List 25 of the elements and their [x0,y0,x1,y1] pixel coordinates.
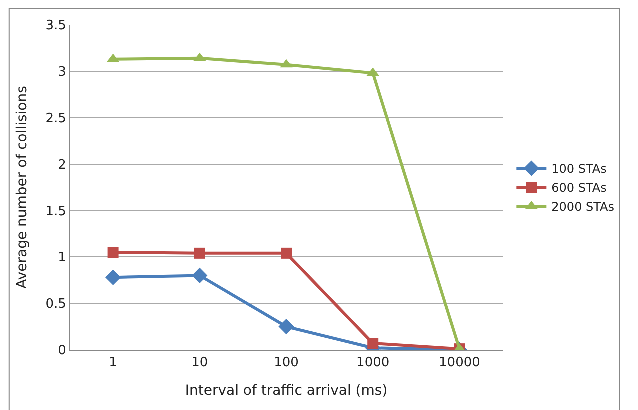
y-tick-label: 3.5 [46,18,66,34]
x-tick-label: 100 [274,356,299,371]
x-tick-label: 10 [192,356,208,371]
y-tick-label: 2.5 [46,111,66,126]
legend-label: 100 STAs [552,162,607,176]
y-tick-label: 1.5 [46,204,66,220]
point [281,248,292,259]
y-axis-title: Average number of collisions [14,86,30,289]
point [194,248,206,259]
point [278,318,294,335]
point [368,338,379,349]
point [108,247,119,258]
point [192,268,208,284]
y-tick-label: 0 [58,344,66,359]
legend-label: 2000 STAs [552,200,615,214]
legend-label: 600 STAs [552,181,607,196]
x-tick-label: 10000 [439,356,480,371]
y-tick-label: 3 [58,64,66,80]
y-tick-label: 2 [58,158,66,173]
y-tick-label: 1 [58,250,66,266]
x-tick-label: 1 [109,356,118,371]
point [106,270,122,286]
y-tick-label: 0.5 [46,297,66,312]
x-axis-title: Interval of traffic arrival (ms) [185,382,388,399]
x-tick-label: 1000 [356,356,390,371]
